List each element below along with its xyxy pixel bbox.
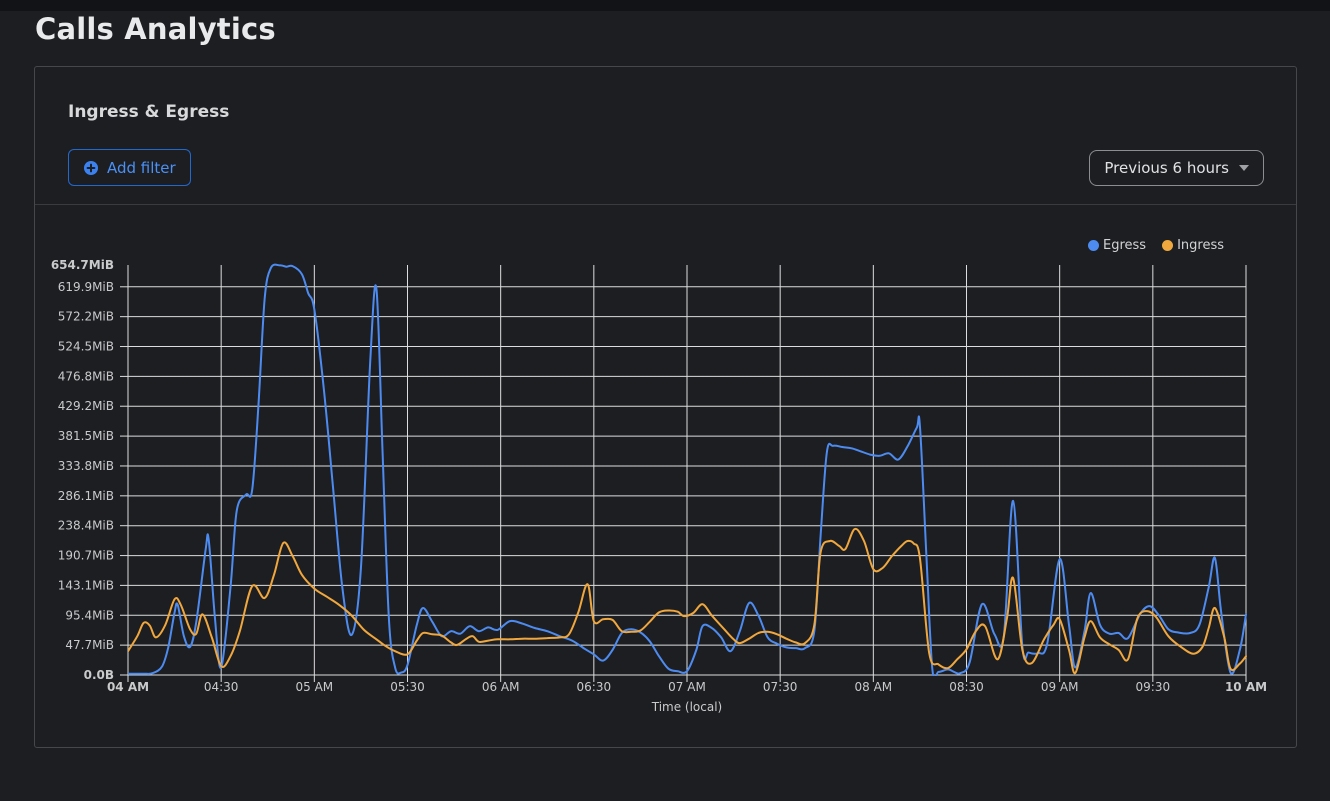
y-axis-tick-label: 286.1MiB <box>58 489 114 503</box>
plus-circle-icon <box>84 160 98 175</box>
page-title: Calls Analytics <box>35 12 276 46</box>
legend-item-ingress[interactable]: Ingress <box>1162 238 1224 253</box>
y-axis-tick-label: 476.8MiB <box>58 369 114 383</box>
y-axis-tick-label: 238.4MiB <box>58 519 114 533</box>
legend-item-egress[interactable]: Egress <box>1087 238 1147 253</box>
add-filter-label: Add filter <box>107 158 176 177</box>
time-range-dropdown[interactable]: Previous 6 hours <box>1089 150 1264 186</box>
x-axis-tick-label: 08 AM <box>855 680 893 694</box>
x-axis-tick-label: 06 AM <box>482 680 520 694</box>
egress-series-swatch <box>1087 240 1099 251</box>
x-axis-tick-label: 10 AM <box>1225 680 1267 694</box>
x-axis-tick-label: 04:30 <box>204 680 239 694</box>
x-axis-tick-label: 06:30 <box>577 680 612 694</box>
y-axis-tick-label: 143.1MiB <box>58 578 114 592</box>
y-axis-tick-label: 47.7MiB <box>65 638 114 652</box>
ingress-series-label: Ingress <box>1177 238 1224 253</box>
x-axis-tick-label: 04 AM <box>107 680 149 694</box>
y-axis-tick-label: 95.4MiB <box>65 608 114 622</box>
panel-title: Ingress & Egress <box>68 102 230 122</box>
x-axis-tick-label: 05 AM <box>296 680 334 694</box>
panel-divider <box>35 204 1296 205</box>
ingress-egress-panel: Ingress & Egress Add filter Previous 6 h… <box>34 66 1297 748</box>
x-axis-tick-label: 05:30 <box>390 680 425 694</box>
y-axis-tick-label: 333.8MiB <box>58 459 114 473</box>
top-strip <box>0 0 1330 11</box>
y-axis-tick-label: 619.9MiB <box>58 280 114 294</box>
chevron-down-icon <box>1239 165 1249 171</box>
egress-series-label: Egress <box>1102 238 1147 253</box>
x-axis-tick-label: 09 AM <box>1041 680 1079 694</box>
x-axis-tick-label: 09:30 <box>1136 680 1171 694</box>
chart-legend: Egress Ingress <box>1087 238 1224 253</box>
add-filter-button[interactable]: Add filter <box>68 149 191 186</box>
x-axis-tick-label: 08:30 <box>949 680 984 694</box>
y-axis-tick-label: 0.0B <box>84 668 114 682</box>
x-axis-title: Time (local) <box>651 700 723 714</box>
ingress-egress-line-chart[interactable]: 0.0B 47.7MiB 95.4MiB 143.1MiB 190.7MiB 238.4M… <box>35 67 1298 749</box>
y-axis-tick-label: 429.2MiB <box>58 399 114 413</box>
y-axis-tick-label: 381.5MiB <box>58 429 114 443</box>
y-axis-tick-label: 572.2MiB <box>58 310 114 324</box>
ingress-series-line <box>128 527 1247 675</box>
x-axis-tick-label: 07 AM <box>668 680 706 694</box>
y-axis-tick-label: 654.7MiB <box>51 258 114 272</box>
time-range-label: Previous 6 hours <box>1104 159 1229 177</box>
ingress-series-swatch <box>1162 240 1174 251</box>
y-axis-tick-label: 190.7MiB <box>58 549 114 563</box>
egress-series-line <box>128 263 1247 676</box>
x-axis-tick-label: 07:30 <box>763 680 798 694</box>
y-axis-tick-label: 524.5MiB <box>58 340 114 354</box>
